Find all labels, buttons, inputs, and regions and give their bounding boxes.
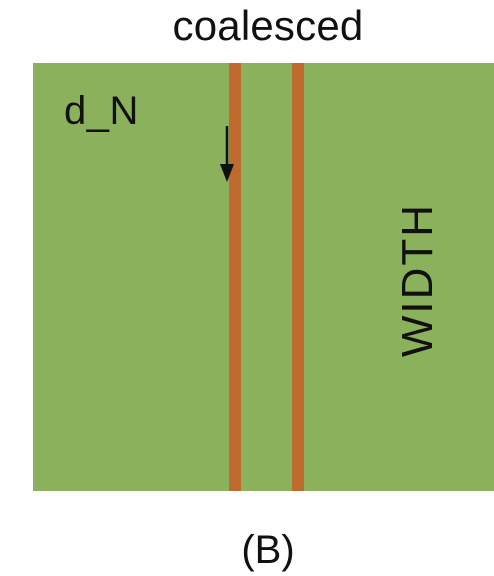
width-label: WIDTH [393,202,442,358]
panel-caption: (B) [241,528,295,572]
down-arrow-icon [220,126,234,182]
diagram-title: coalesced [172,2,364,49]
d-n-label: d_N [64,89,139,133]
stripe-left [229,63,241,491]
memory-field [33,63,494,491]
coalesced-panel: d_N WIDTH [33,63,494,491]
stripe-right [292,63,304,491]
